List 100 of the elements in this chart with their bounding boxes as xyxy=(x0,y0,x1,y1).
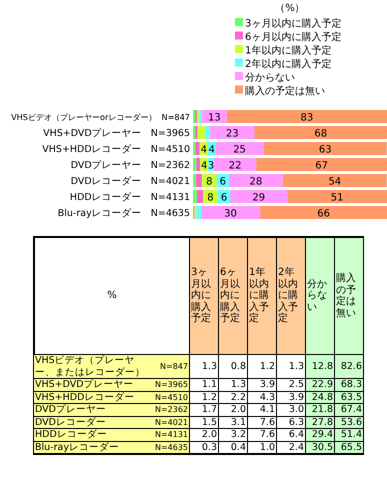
bar xyxy=(256,158,387,171)
data-label: 2.2 xyxy=(218,392,247,403)
data-label: 1.3 xyxy=(276,355,305,378)
data-label: 25 xyxy=(233,144,246,156)
bar xyxy=(193,174,196,187)
data-label: 29.4 xyxy=(305,429,334,440)
data-label: 8 xyxy=(206,176,212,188)
data-label: 1.1 xyxy=(189,379,218,390)
x-tick-label: 1年以内に購入予定 xyxy=(247,238,276,354)
bar xyxy=(193,190,197,203)
bar xyxy=(195,126,198,139)
y-tick-label: DVDプレーヤー N=2362 xyxy=(70,159,190,171)
data-label: 4 xyxy=(200,160,208,172)
data-label: 51.4 xyxy=(334,429,363,440)
y2-tick-label: N=847 xyxy=(148,355,189,378)
x-tick-label: 2年以内に購入予定 xyxy=(276,238,305,354)
data-label: 1.3 xyxy=(218,379,247,390)
data-label: 63 xyxy=(318,144,332,156)
data-label: 6 xyxy=(220,192,228,204)
data-label: 3.9 xyxy=(276,392,305,403)
data-label: 1.0 xyxy=(247,442,276,453)
y-tick-label: DVDプレーヤー xyxy=(34,404,149,416)
data-label: 23 xyxy=(226,128,239,140)
data-label: 6 xyxy=(220,176,226,188)
bar xyxy=(226,110,387,123)
y2-tick-label: N=4510 xyxy=(148,392,189,403)
y2-tick-label: N=4131 xyxy=(148,429,189,440)
data-label: 51 xyxy=(330,192,344,204)
x-tick-label: 3ヶ月以内に購入予定 xyxy=(189,238,218,354)
bar xyxy=(196,206,201,219)
bar xyxy=(230,190,288,203)
data-label: 13 xyxy=(208,112,221,124)
bar xyxy=(196,190,204,203)
y2-tick-label: N=3965 xyxy=(148,379,189,390)
data-label: 0.4 xyxy=(218,442,247,453)
bar xyxy=(193,110,196,123)
data-label: 67 xyxy=(315,160,328,172)
legend-label: 6ヶ月以内に購入予定 xyxy=(245,31,342,43)
bar xyxy=(282,174,387,187)
bar xyxy=(200,206,260,219)
y-tick-label: Blu-rayレコーダー xyxy=(34,442,149,453)
y-tick-label: VHS+HDDレコーダー N=4510 xyxy=(42,143,190,155)
bar xyxy=(228,174,283,187)
y2-tick-label: N=4635 xyxy=(148,442,189,453)
data-label: 68 xyxy=(314,128,328,140)
chart-title: % xyxy=(34,238,189,354)
data-label: 6.3 xyxy=(276,416,305,428)
y2-tick-label: N=2362 xyxy=(148,404,189,416)
bar xyxy=(214,158,256,171)
legend-label: 2年以内に購入予定 xyxy=(245,58,332,70)
x-tick-label: 分からない xyxy=(305,238,334,354)
data-label: 4.1 xyxy=(247,404,276,416)
legend-label: 1年以内に購入予定 xyxy=(245,44,332,56)
data-label: 1.2 xyxy=(247,355,276,378)
legend-label: 分からない xyxy=(245,72,295,84)
data-label: 1.5 xyxy=(189,416,218,428)
y-tick-label: HDDレコーダー xyxy=(34,429,149,440)
bar xyxy=(210,126,254,139)
bar xyxy=(199,110,202,123)
bar xyxy=(193,158,196,171)
data-label: 54 xyxy=(328,176,342,188)
data-label: 2.0 xyxy=(189,429,218,440)
data-label: 53.6 xyxy=(334,416,363,428)
data-label: 1.3 xyxy=(189,355,218,378)
bar xyxy=(205,126,210,139)
data-label: 82.6 xyxy=(334,355,363,378)
chart-title: （%） xyxy=(275,3,305,14)
data-label: 0.3 xyxy=(189,442,218,453)
y-tick-label: VHS+DVDプレーヤー xyxy=(34,379,149,390)
data-label: 4 xyxy=(208,144,215,156)
data-label: 7.6 xyxy=(247,416,276,428)
y-tick-label: VHSビデオ（プレーヤー、またはレコーダー） xyxy=(34,355,149,378)
data-label: 1.2 xyxy=(189,392,218,403)
legend-label: 3ヶ月以内に購入予定 xyxy=(245,18,342,30)
data-label: 30.5 xyxy=(305,442,334,453)
bar xyxy=(196,158,200,171)
data-label: 3.0 xyxy=(276,404,305,416)
data-label: 6.4 xyxy=(276,429,305,440)
data-label: 22.9 xyxy=(305,379,334,390)
data-label: 3.2 xyxy=(218,429,247,440)
y-tick-label: HDDレコーダー N=4131 xyxy=(70,191,190,203)
bar xyxy=(196,174,202,187)
data-label: 28 xyxy=(249,176,262,188)
data-label: 3.9 xyxy=(247,379,276,390)
bar xyxy=(287,190,387,203)
legend-label: 購入の予定は無い xyxy=(245,85,325,97)
bar xyxy=(254,126,387,139)
bar xyxy=(195,142,200,155)
data-label: 4.3 xyxy=(247,392,276,403)
bar xyxy=(216,142,264,155)
data-label: 21.8 xyxy=(305,404,334,416)
data-label: 27.8 xyxy=(305,416,334,428)
data-label: 8 xyxy=(207,192,214,204)
data-label: 0.8 xyxy=(218,355,247,378)
data-label: 24.8 xyxy=(305,392,334,403)
data-label: 22 xyxy=(228,160,242,172)
data-label: 12.8 xyxy=(305,355,334,378)
data-label: 67.4 xyxy=(334,404,363,416)
data-label: 1.7 xyxy=(189,404,218,416)
y-tick-label: VHSビデオ（プレーヤーorレコーダー） N=847 xyxy=(11,112,190,122)
